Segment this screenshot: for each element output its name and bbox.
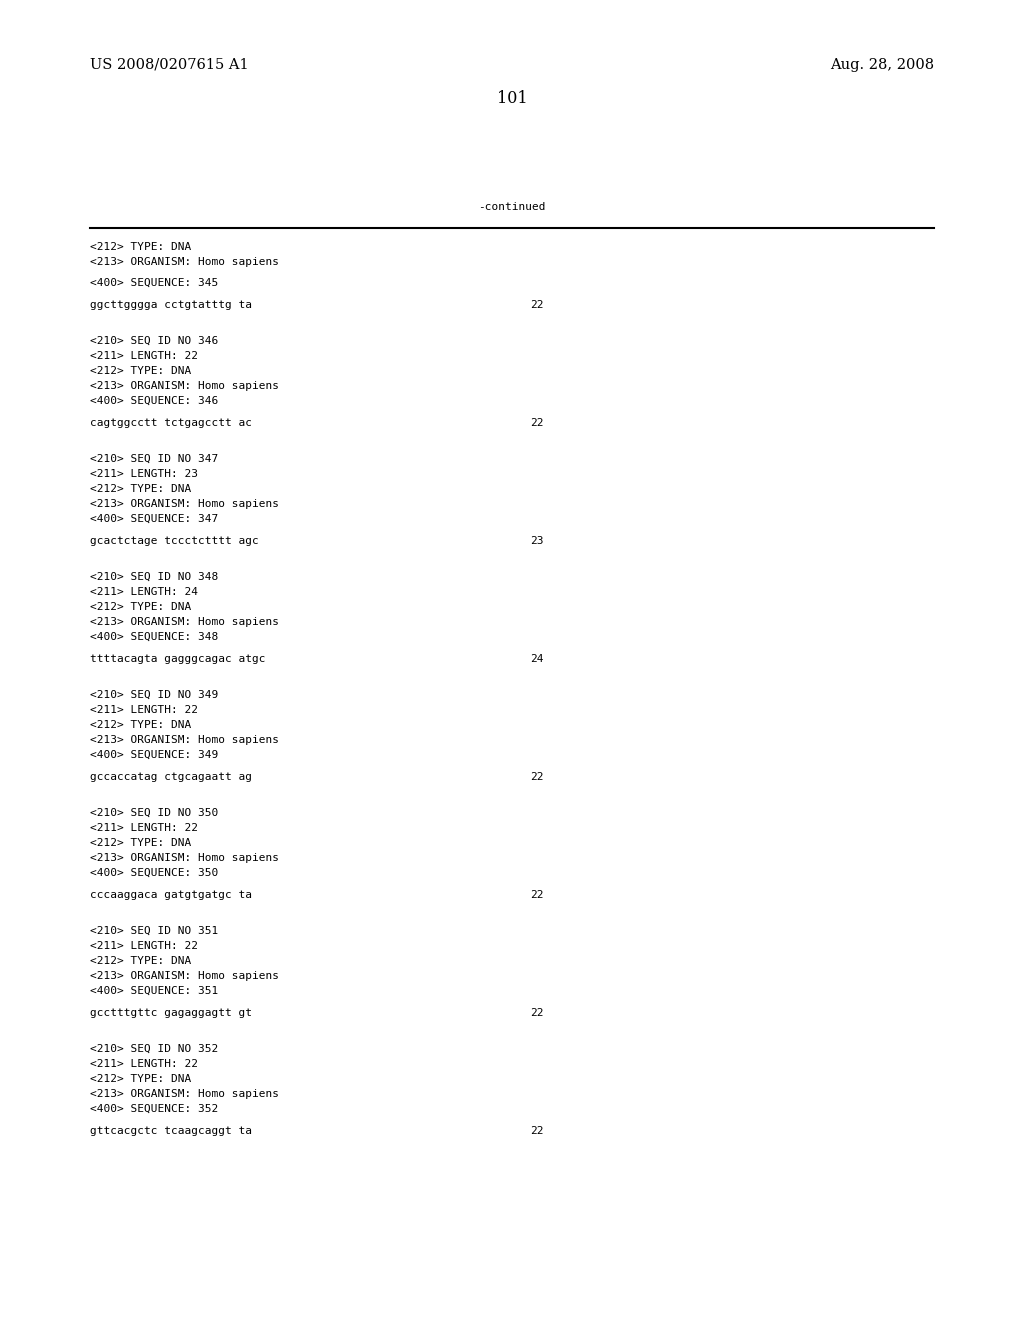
Text: <212> TYPE: DNA: <212> TYPE: DNA	[90, 242, 191, 252]
Text: <211> LENGTH: 22: <211> LENGTH: 22	[90, 941, 198, 950]
Text: <400> SEQUENCE: 352: <400> SEQUENCE: 352	[90, 1104, 218, 1114]
Text: <210> SEQ ID NO 350: <210> SEQ ID NO 350	[90, 808, 218, 818]
Text: <210> SEQ ID NO 347: <210> SEQ ID NO 347	[90, 454, 218, 465]
Text: <212> TYPE: DNA: <212> TYPE: DNA	[90, 602, 191, 612]
Text: <212> TYPE: DNA: <212> TYPE: DNA	[90, 484, 191, 494]
Text: <210> SEQ ID NO 352: <210> SEQ ID NO 352	[90, 1044, 218, 1053]
Text: gccaccatag ctgcagaatt ag: gccaccatag ctgcagaatt ag	[90, 772, 252, 781]
Text: gcactctage tccctctttt agc: gcactctage tccctctttt agc	[90, 536, 259, 546]
Text: <213> ORGANISM: Homo sapiens: <213> ORGANISM: Homo sapiens	[90, 257, 279, 267]
Text: 22: 22	[530, 300, 544, 310]
Text: ggcttgggga cctgtatttg ta: ggcttgggga cctgtatttg ta	[90, 300, 252, 310]
Text: <210> SEQ ID NO 348: <210> SEQ ID NO 348	[90, 572, 218, 582]
Text: <211> LENGTH: 22: <211> LENGTH: 22	[90, 351, 198, 360]
Text: 22: 22	[530, 1008, 544, 1018]
Text: <211> LENGTH: 24: <211> LENGTH: 24	[90, 587, 198, 597]
Text: 22: 22	[530, 890, 544, 900]
Text: 101: 101	[497, 90, 527, 107]
Text: <212> TYPE: DNA: <212> TYPE: DNA	[90, 1074, 191, 1084]
Text: <211> LENGTH: 22: <211> LENGTH: 22	[90, 822, 198, 833]
Text: <211> LENGTH: 22: <211> LENGTH: 22	[90, 1059, 198, 1069]
Text: gttcacgctc tcaagcaggt ta: gttcacgctc tcaagcaggt ta	[90, 1126, 252, 1137]
Text: <210> SEQ ID NO 349: <210> SEQ ID NO 349	[90, 690, 218, 700]
Text: 22: 22	[530, 772, 544, 781]
Text: cccaaggaca gatgtgatgc ta: cccaaggaca gatgtgatgc ta	[90, 890, 252, 900]
Text: cagtggcctt tctgagcctt ac: cagtggcctt tctgagcctt ac	[90, 418, 252, 428]
Text: -continued: -continued	[478, 202, 546, 213]
Text: <212> TYPE: DNA: <212> TYPE: DNA	[90, 719, 191, 730]
Text: <400> SEQUENCE: 351: <400> SEQUENCE: 351	[90, 986, 218, 997]
Text: <213> ORGANISM: Homo sapiens: <213> ORGANISM: Homo sapiens	[90, 972, 279, 981]
Text: <400> SEQUENCE: 345: <400> SEQUENCE: 345	[90, 279, 218, 288]
Text: <210> SEQ ID NO 351: <210> SEQ ID NO 351	[90, 927, 218, 936]
Text: Aug. 28, 2008: Aug. 28, 2008	[829, 58, 934, 73]
Text: <211> LENGTH: 23: <211> LENGTH: 23	[90, 469, 198, 479]
Text: <400> SEQUENCE: 346: <400> SEQUENCE: 346	[90, 396, 218, 407]
Text: <212> TYPE: DNA: <212> TYPE: DNA	[90, 366, 191, 376]
Text: 23: 23	[530, 536, 544, 546]
Text: <211> LENGTH: 22: <211> LENGTH: 22	[90, 705, 198, 715]
Text: <400> SEQUENCE: 347: <400> SEQUENCE: 347	[90, 513, 218, 524]
Text: ttttacagta gagggcagac atgc: ttttacagta gagggcagac atgc	[90, 653, 265, 664]
Text: <213> ORGANISM: Homo sapiens: <213> ORGANISM: Homo sapiens	[90, 616, 279, 627]
Text: <210> SEQ ID NO 346: <210> SEQ ID NO 346	[90, 337, 218, 346]
Text: <400> SEQUENCE: 349: <400> SEQUENCE: 349	[90, 750, 218, 760]
Text: <400> SEQUENCE: 350: <400> SEQUENCE: 350	[90, 869, 218, 878]
Text: <213> ORGANISM: Homo sapiens: <213> ORGANISM: Homo sapiens	[90, 381, 279, 391]
Text: 22: 22	[530, 418, 544, 428]
Text: 22: 22	[530, 1126, 544, 1137]
Text: <213> ORGANISM: Homo sapiens: <213> ORGANISM: Homo sapiens	[90, 853, 279, 863]
Text: <400> SEQUENCE: 348: <400> SEQUENCE: 348	[90, 632, 218, 642]
Text: <213> ORGANISM: Homo sapiens: <213> ORGANISM: Homo sapiens	[90, 735, 279, 744]
Text: <213> ORGANISM: Homo sapiens: <213> ORGANISM: Homo sapiens	[90, 1089, 279, 1100]
Text: <213> ORGANISM: Homo sapiens: <213> ORGANISM: Homo sapiens	[90, 499, 279, 510]
Text: US 2008/0207615 A1: US 2008/0207615 A1	[90, 58, 249, 73]
Text: 24: 24	[530, 653, 544, 664]
Text: <212> TYPE: DNA: <212> TYPE: DNA	[90, 838, 191, 847]
Text: <212> TYPE: DNA: <212> TYPE: DNA	[90, 956, 191, 966]
Text: gcctttgttc gagaggagtt gt: gcctttgttc gagaggagtt gt	[90, 1008, 252, 1018]
